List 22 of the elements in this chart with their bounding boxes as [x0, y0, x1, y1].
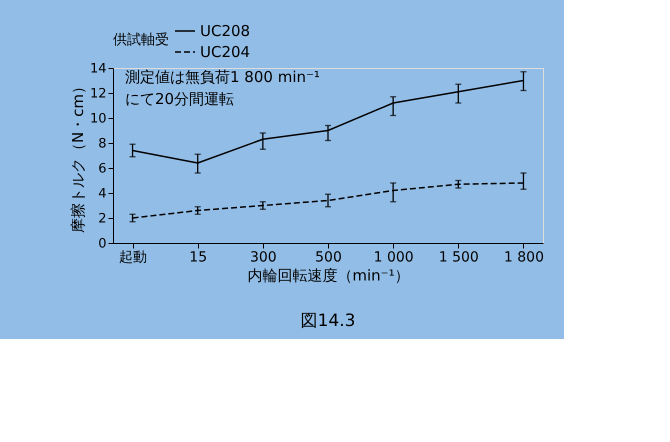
annotation: 測定値は無負荷1 800 min⁻¹ にて20分間運転: [125, 68, 320, 108]
y-tick-label: 14: [90, 62, 106, 76]
y-tick-label: 0: [98, 236, 106, 252]
caption: 図14.3: [300, 311, 356, 331]
y-tick-label: 12: [90, 86, 106, 102]
x-tick-label: 1 800: [504, 250, 544, 266]
y-tick-label: 10: [90, 112, 106, 126]
y-tick-label: 6: [98, 162, 106, 176]
y-tick-label: 2: [98, 212, 106, 226]
y-tick-label: 8: [98, 136, 106, 152]
legend-title: 供試軸受: [113, 32, 169, 48]
legend-label: UC204: [200, 43, 250, 61]
x-tick-label: 15: [189, 250, 208, 266]
legend-label: UC208: [200, 22, 250, 40]
x-tick-label: 300: [250, 250, 277, 266]
y-axis-title: 摩擦トルク（N・cm）: [68, 78, 87, 234]
x-tick-label: 1 500: [438, 250, 479, 266]
x-axis-title: 内輪回転速度（min⁻¹）: [247, 266, 410, 284]
x-tick-label: 500: [315, 250, 342, 266]
x-tick-label: 起動: [119, 250, 148, 266]
y-tick-label: 4: [98, 186, 106, 202]
x-tick-label: 1 000: [374, 250, 414, 266]
